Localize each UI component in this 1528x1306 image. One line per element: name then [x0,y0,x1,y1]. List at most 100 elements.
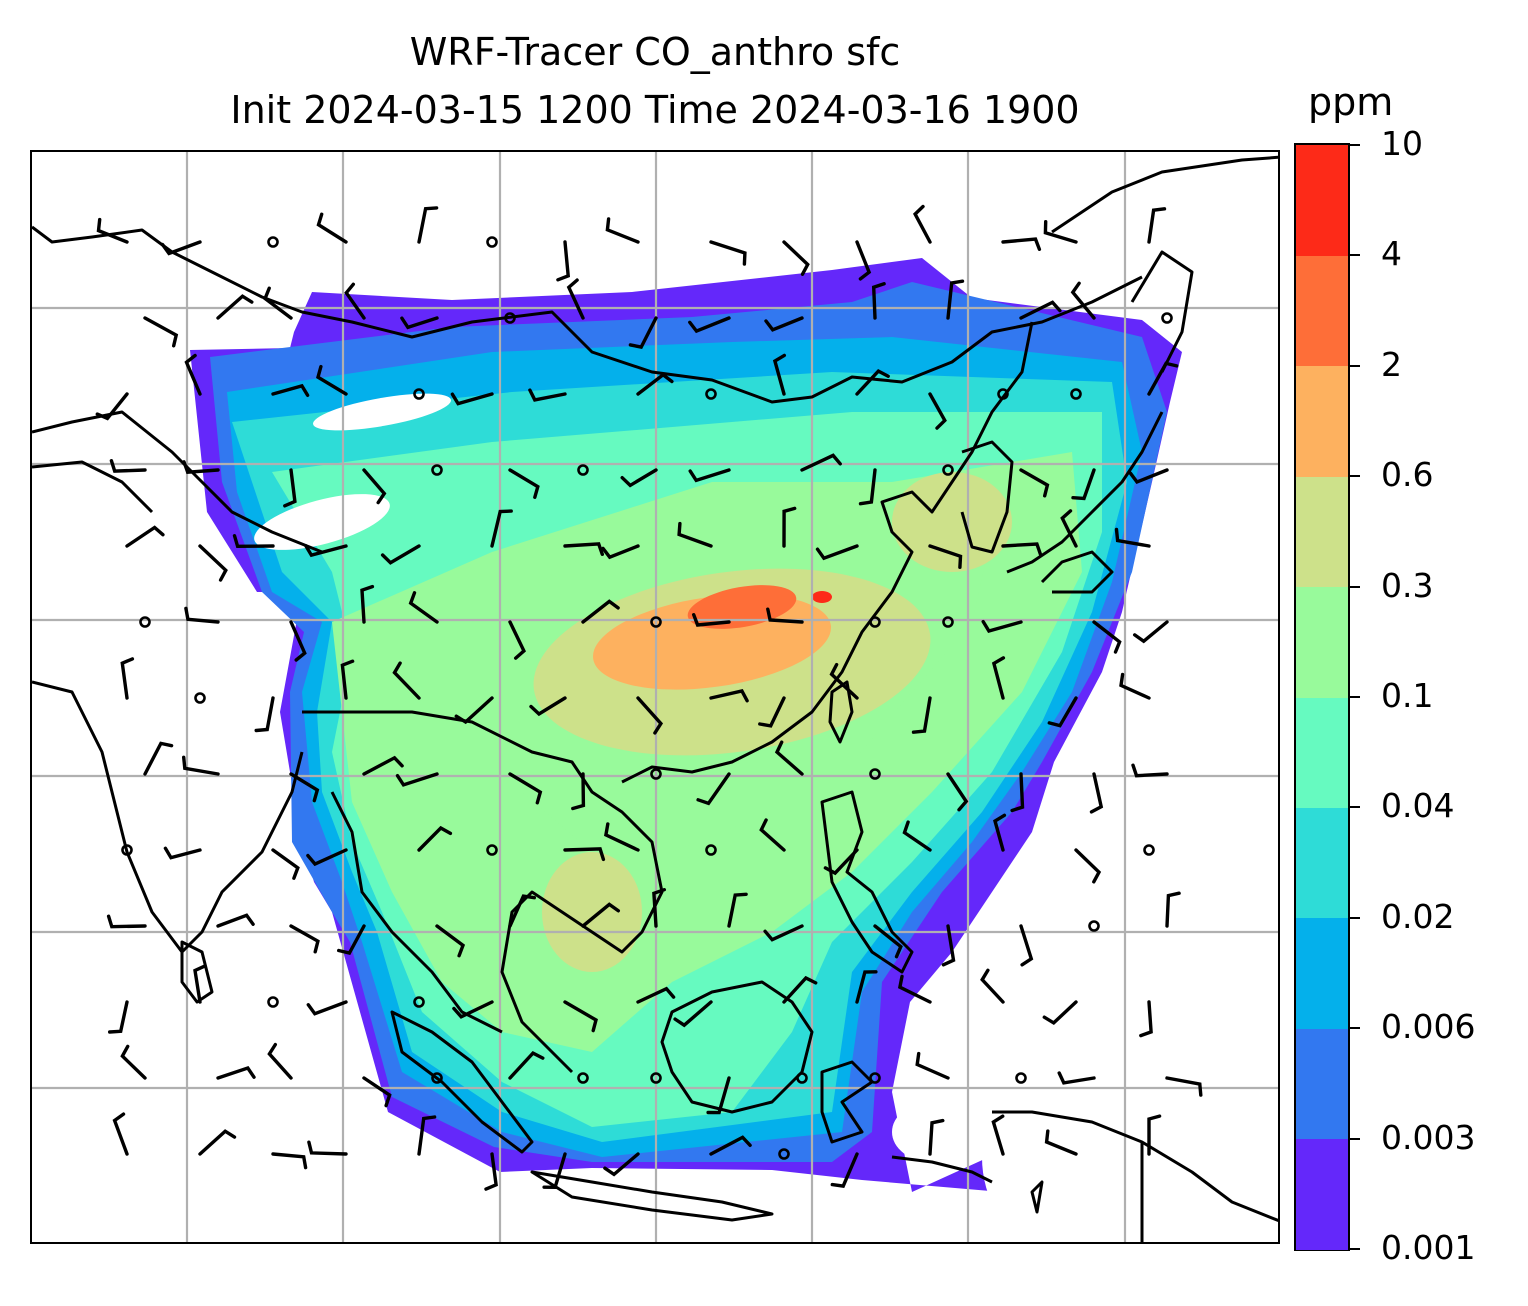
colorbar-tick [1350,475,1360,478]
colorbar-tick-label: 0.6 [1381,455,1434,495]
wind-barb [928,544,963,569]
wind-barb [673,1000,713,1028]
wind-barb [182,755,220,776]
calm-wind-circle [267,236,279,248]
wind-barb [1042,1000,1078,1026]
wind-barb [912,204,932,244]
colorbar-tick [1350,254,1360,257]
wind-barb [830,1152,859,1188]
wind-barb [605,217,640,244]
wind-barb [306,1000,348,1016]
calm-wind-circle [267,996,279,1008]
wind-barb [417,825,453,852]
wind-barb [184,606,220,624]
wind-barb [304,544,348,558]
wind-barb [289,924,320,954]
wind-barb [1019,300,1062,320]
wind-barb [340,659,355,700]
wind-barb [1019,924,1034,967]
wind-barb [417,1115,437,1156]
calm-wind-circle [1161,312,1173,324]
wind-barb [1043,220,1078,244]
wind-barb [1044,1129,1078,1156]
colorbar-segment [1296,255,1348,367]
wind-barb [362,468,387,505]
wind-barb [452,1000,494,1019]
field-gap [254,494,390,550]
colorbar-tick [1350,1137,1360,1140]
calm-wind-circle [942,464,954,476]
wind-barb [855,970,878,1004]
colorbar-tick [1350,696,1360,698]
colorbar-tick [1350,364,1360,367]
coastline-segment [660,980,814,1114]
colorbar-tick [1350,1248,1360,1250]
wind-barb [316,364,348,396]
wind-barb [829,662,859,700]
calm-wind-circle [577,1072,589,1084]
wind-barb [508,620,526,660]
wind-barb [1128,468,1169,485]
wind-barb [289,620,307,662]
wind-barb [193,964,207,1004]
colorbar-segment [1296,917,1348,1029]
wind-barb [604,822,640,852]
wind-barb [508,1051,545,1080]
wind-barb [782,975,818,1004]
calm-wind-circle [778,1148,790,1160]
colorbar-tick [1350,1027,1360,1030]
wind-barb [1147,207,1167,244]
wind-barb [620,468,658,488]
field-gap [313,393,451,431]
colorbar-tick [1350,144,1360,146]
wind-barb [928,392,947,430]
calm-wind-circle [413,996,425,1008]
map-title-line1: WRF-Tracer CO_anthro sfc [409,30,901,74]
colorbar-tick-label: 10 [1381,124,1423,163]
wind-barb [263,286,293,320]
colorbar-segment [1296,476,1348,588]
colorbar-tick-label: 0.006 [1381,1007,1476,1047]
wind-barb [112,1112,129,1156]
wind-barb [946,279,965,320]
colorbar-segment [1296,697,1348,808]
calm-wind-circle [486,844,498,856]
coastline-segment [820,1060,874,1144]
wind-barb [1119,672,1151,700]
wind-barb [254,696,275,733]
map-canvas [32,152,1278,1242]
wind-barb [873,924,903,959]
wind-barb [1019,468,1050,498]
wind-barb [692,613,731,627]
wind-barb [581,599,620,624]
map-panel [30,150,1280,1244]
field-band-0.3b [892,472,1012,572]
coastline-segment [302,710,664,1074]
colorbar-segment [1296,1028,1348,1140]
coastline-segment [1040,550,1114,594]
wind-barb [709,1135,752,1156]
field-band-0.3c [542,852,642,972]
calm-wind-circle [431,464,443,476]
wind-barb [184,353,202,396]
wind-barb [271,848,300,880]
wind-barb [1147,361,1179,396]
wind-barb [571,772,586,811]
map-title-line2: Init 2024-03-15 1200 Time 2024-03-16 190… [230,88,1080,132]
wind-barb [120,1044,147,1080]
wind-barb [928,1118,945,1156]
coastline-segment [828,680,854,744]
wind-barb [764,316,804,332]
calm-wind-circle [1088,920,1100,932]
colorbar-tick-label: 4 [1381,234,1402,274]
wind-barb [232,534,275,549]
wind-barb [96,217,129,244]
wind-barb [484,1152,498,1191]
wind-barb [508,894,536,928]
wind-barb [344,282,366,320]
wind-barb [1057,1071,1096,1085]
wind-barb [435,924,466,958]
wind-barb [362,755,404,776]
wind-barb [897,974,932,1004]
calm-wind-circle [869,768,881,780]
